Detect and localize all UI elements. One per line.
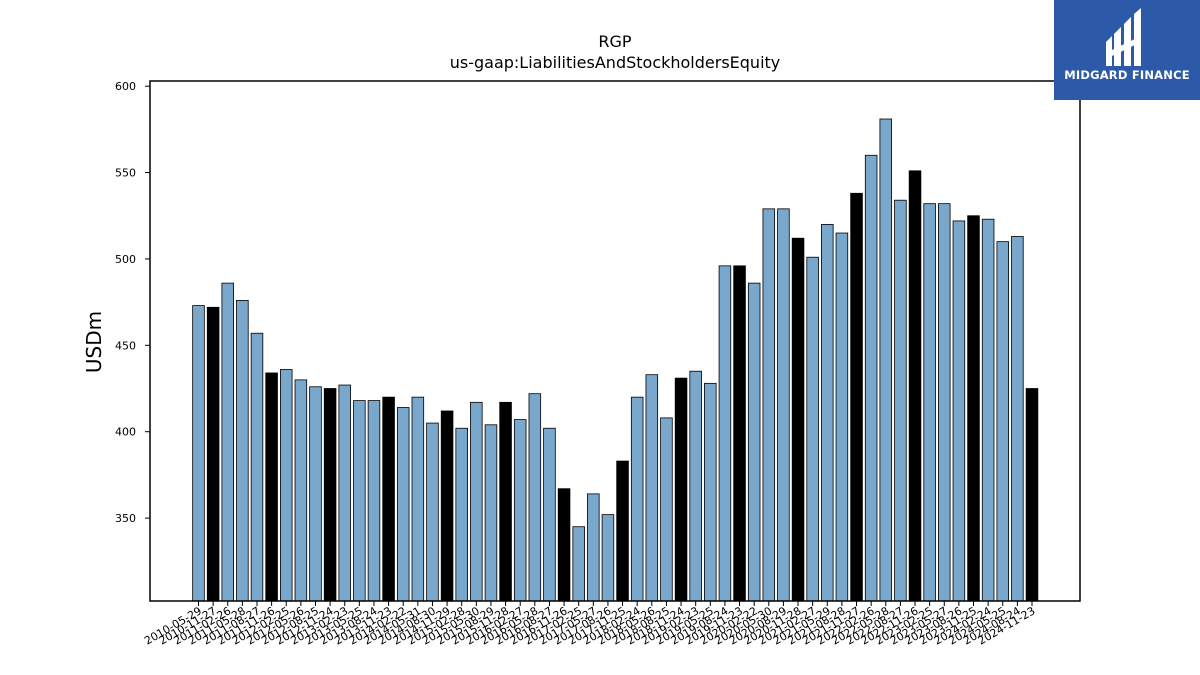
bar-2024-11-23 [1025,388,1039,602]
bar-2021-05-29 [821,223,834,602]
bars-group [192,118,1039,602]
y-tick-label: 500 [115,253,136,266]
bar-2011-08-27 [250,332,264,602]
logo-mark-icon [1106,8,1141,66]
bar-2013-02-23 [338,384,351,602]
bar-2022-05-28 [879,118,893,602]
y-tick-label: 600 [115,80,136,93]
bar-2012-02-25 [279,369,293,602]
brand-logo: MIDGARD FINANCE [1054,0,1200,100]
bar-2015-02-28 [455,427,468,602]
bar-2020-08-29 [777,208,790,602]
bar-2024-02-24 [981,218,995,602]
bar-2024-05-25 [996,241,1010,602]
bar-2023-05-27 [938,203,951,602]
bar-2014-05-31 [411,396,425,602]
bar-2019-02-23 [689,370,702,602]
bar-2013-05-25 [353,400,366,602]
bar-2017-08-26 [601,514,615,602]
y-axis-label: USDm [82,311,106,373]
bar-2014-11-29 [440,410,454,602]
bar-2016-08-27 [543,427,556,602]
bar-2020-02-22 [747,282,761,602]
bar-2018-05-26 [645,374,659,602]
y-tick-label: 350 [115,512,136,525]
bar-2013-08-24 [367,400,381,602]
y-tick-label: 400 [115,426,136,439]
bar-2022-02-26 [864,154,878,602]
bar-2015-05-30 [470,401,483,602]
bar-2024-08-24 [1011,236,1024,602]
bar-2013-11-23 [382,396,395,602]
bar-2023-02-25 [923,203,936,602]
bar-2016-11-26 [557,488,571,602]
x-axis-ticks: 2010-05-292010-11-272011-02-262011-05-28… [142,601,1038,648]
bar-2016-02-27 [513,419,527,602]
y-tick-label: 550 [115,167,136,180]
bar-2017-05-27 [587,493,600,602]
bar-2012-08-25 [309,386,322,602]
bar-2014-02-22 [396,407,410,602]
bar-2019-11-23 [733,265,746,602]
bar-2011-11-26 [265,372,278,602]
plot-frame [149,80,1081,602]
bar-2018-08-25 [660,417,673,602]
chart-title: RGP [598,32,632,51]
bar-2020-11-28 [791,237,805,602]
logo-text: MIDGARD FINANCE [1064,68,1190,82]
bar-2022-11-26 [908,170,922,602]
bar-2011-02-26 [221,282,234,602]
bar-2017-11-25 [616,460,629,602]
bar-2011-05-28 [236,299,249,602]
bar-2015-11-28 [499,401,512,602]
y-axis-ticks: 350 400 450 500 550 600 [115,80,150,525]
bar-2010-05-29 [192,305,205,602]
bar-2012-11-24 [323,388,337,602]
bar-2015-08-29 [484,424,498,602]
bar-2023-11-25 [967,215,980,602]
bar-2018-02-24 [630,396,644,602]
bar-2019-05-25 [704,382,717,602]
bar-2014-08-30 [426,422,439,602]
bar-2018-11-24 [674,377,688,602]
chart-subtitle: us-gaap:LiabilitiesAndStockholdersEquity [450,53,781,72]
bar-2022-08-27 [894,199,907,602]
bar-2010-11-27 [206,306,220,602]
bar-2012-05-26 [294,379,308,602]
bar-2017-02-25 [572,526,585,602]
bar-2021-02-27 [806,256,819,602]
y-tick-label: 450 [115,339,136,352]
bar-2020-05-30 [762,208,776,602]
bar-2021-08-28 [835,232,849,602]
bar-2023-08-26 [952,220,966,602]
bar-2019-08-24 [718,265,732,602]
bar-2021-11-27 [850,192,863,602]
bar-2016-05-28 [528,393,542,602]
